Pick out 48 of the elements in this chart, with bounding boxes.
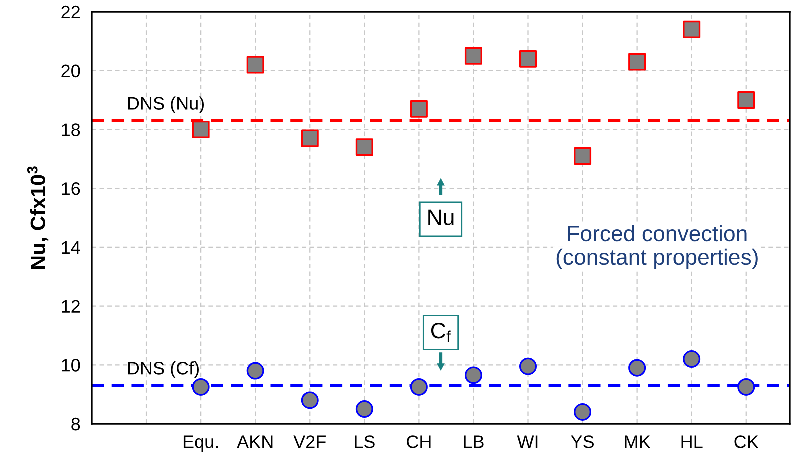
y-axis-title: Nu, Cfx10$^{3}$ [27, 166, 49, 270]
point [410, 378, 428, 396]
y-tick-label: 12 [62, 300, 80, 313]
x-tick-label: V2F [294, 436, 326, 448]
x-tick-label: YS [571, 436, 594, 448]
x-tick-label: LB [464, 436, 484, 448]
point [356, 138, 374, 156]
y-tick-label: 8 [72, 418, 80, 431]
x-tick-label: CK [734, 436, 759, 448]
y-tick-label: 18 [62, 124, 80, 136]
point [192, 378, 210, 396]
point [519, 358, 538, 376]
point [246, 362, 264, 380]
point [738, 378, 756, 396]
ref-line-label: DNS (Cf) [128, 362, 199, 378]
point [628, 53, 646, 71]
x-tick-label: HL [682, 436, 703, 448]
annotation: (constant properties) [556, 248, 758, 270]
point [683, 20, 701, 38]
y-tick-label: 20 [62, 64, 80, 78]
y-tick-label: 10 [62, 359, 80, 372]
point [192, 120, 210, 138]
y-tick-label: 14 [62, 242, 80, 254]
point [246, 56, 264, 74]
ref-line-label: DNS (Nu) [128, 96, 204, 114]
annotation: Forced convection [568, 225, 747, 242]
x-tick-label: MK [625, 436, 651, 448]
point [683, 350, 701, 368]
y-tick-label: 16 [62, 182, 80, 196]
x-tick-label: LS [355, 436, 375, 448]
annotation: Nu [428, 210, 454, 226]
point [519, 50, 538, 68]
point [410, 100, 428, 118]
x-tick-label: AKN [237, 436, 273, 448]
point [464, 366, 482, 384]
y-tick-label: 22 [62, 6, 80, 19]
point [628, 359, 646, 377]
point [464, 47, 482, 65]
x-tick-label: WI [517, 436, 538, 448]
annotation: C$_{f}$ [431, 322, 451, 342]
point [574, 403, 592, 421]
point [356, 400, 374, 418]
point [574, 147, 592, 165]
point [301, 392, 319, 410]
x-tick-label: Equ. [184, 436, 218, 452]
x-tick-label: CH [407, 436, 431, 448]
point [738, 92, 756, 110]
point [301, 130, 319, 148]
